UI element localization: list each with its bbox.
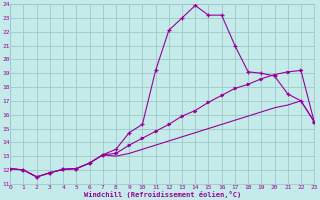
X-axis label: Windchill (Refroidissement éolien,°C): Windchill (Refroidissement éolien,°C) [84,191,241,198]
